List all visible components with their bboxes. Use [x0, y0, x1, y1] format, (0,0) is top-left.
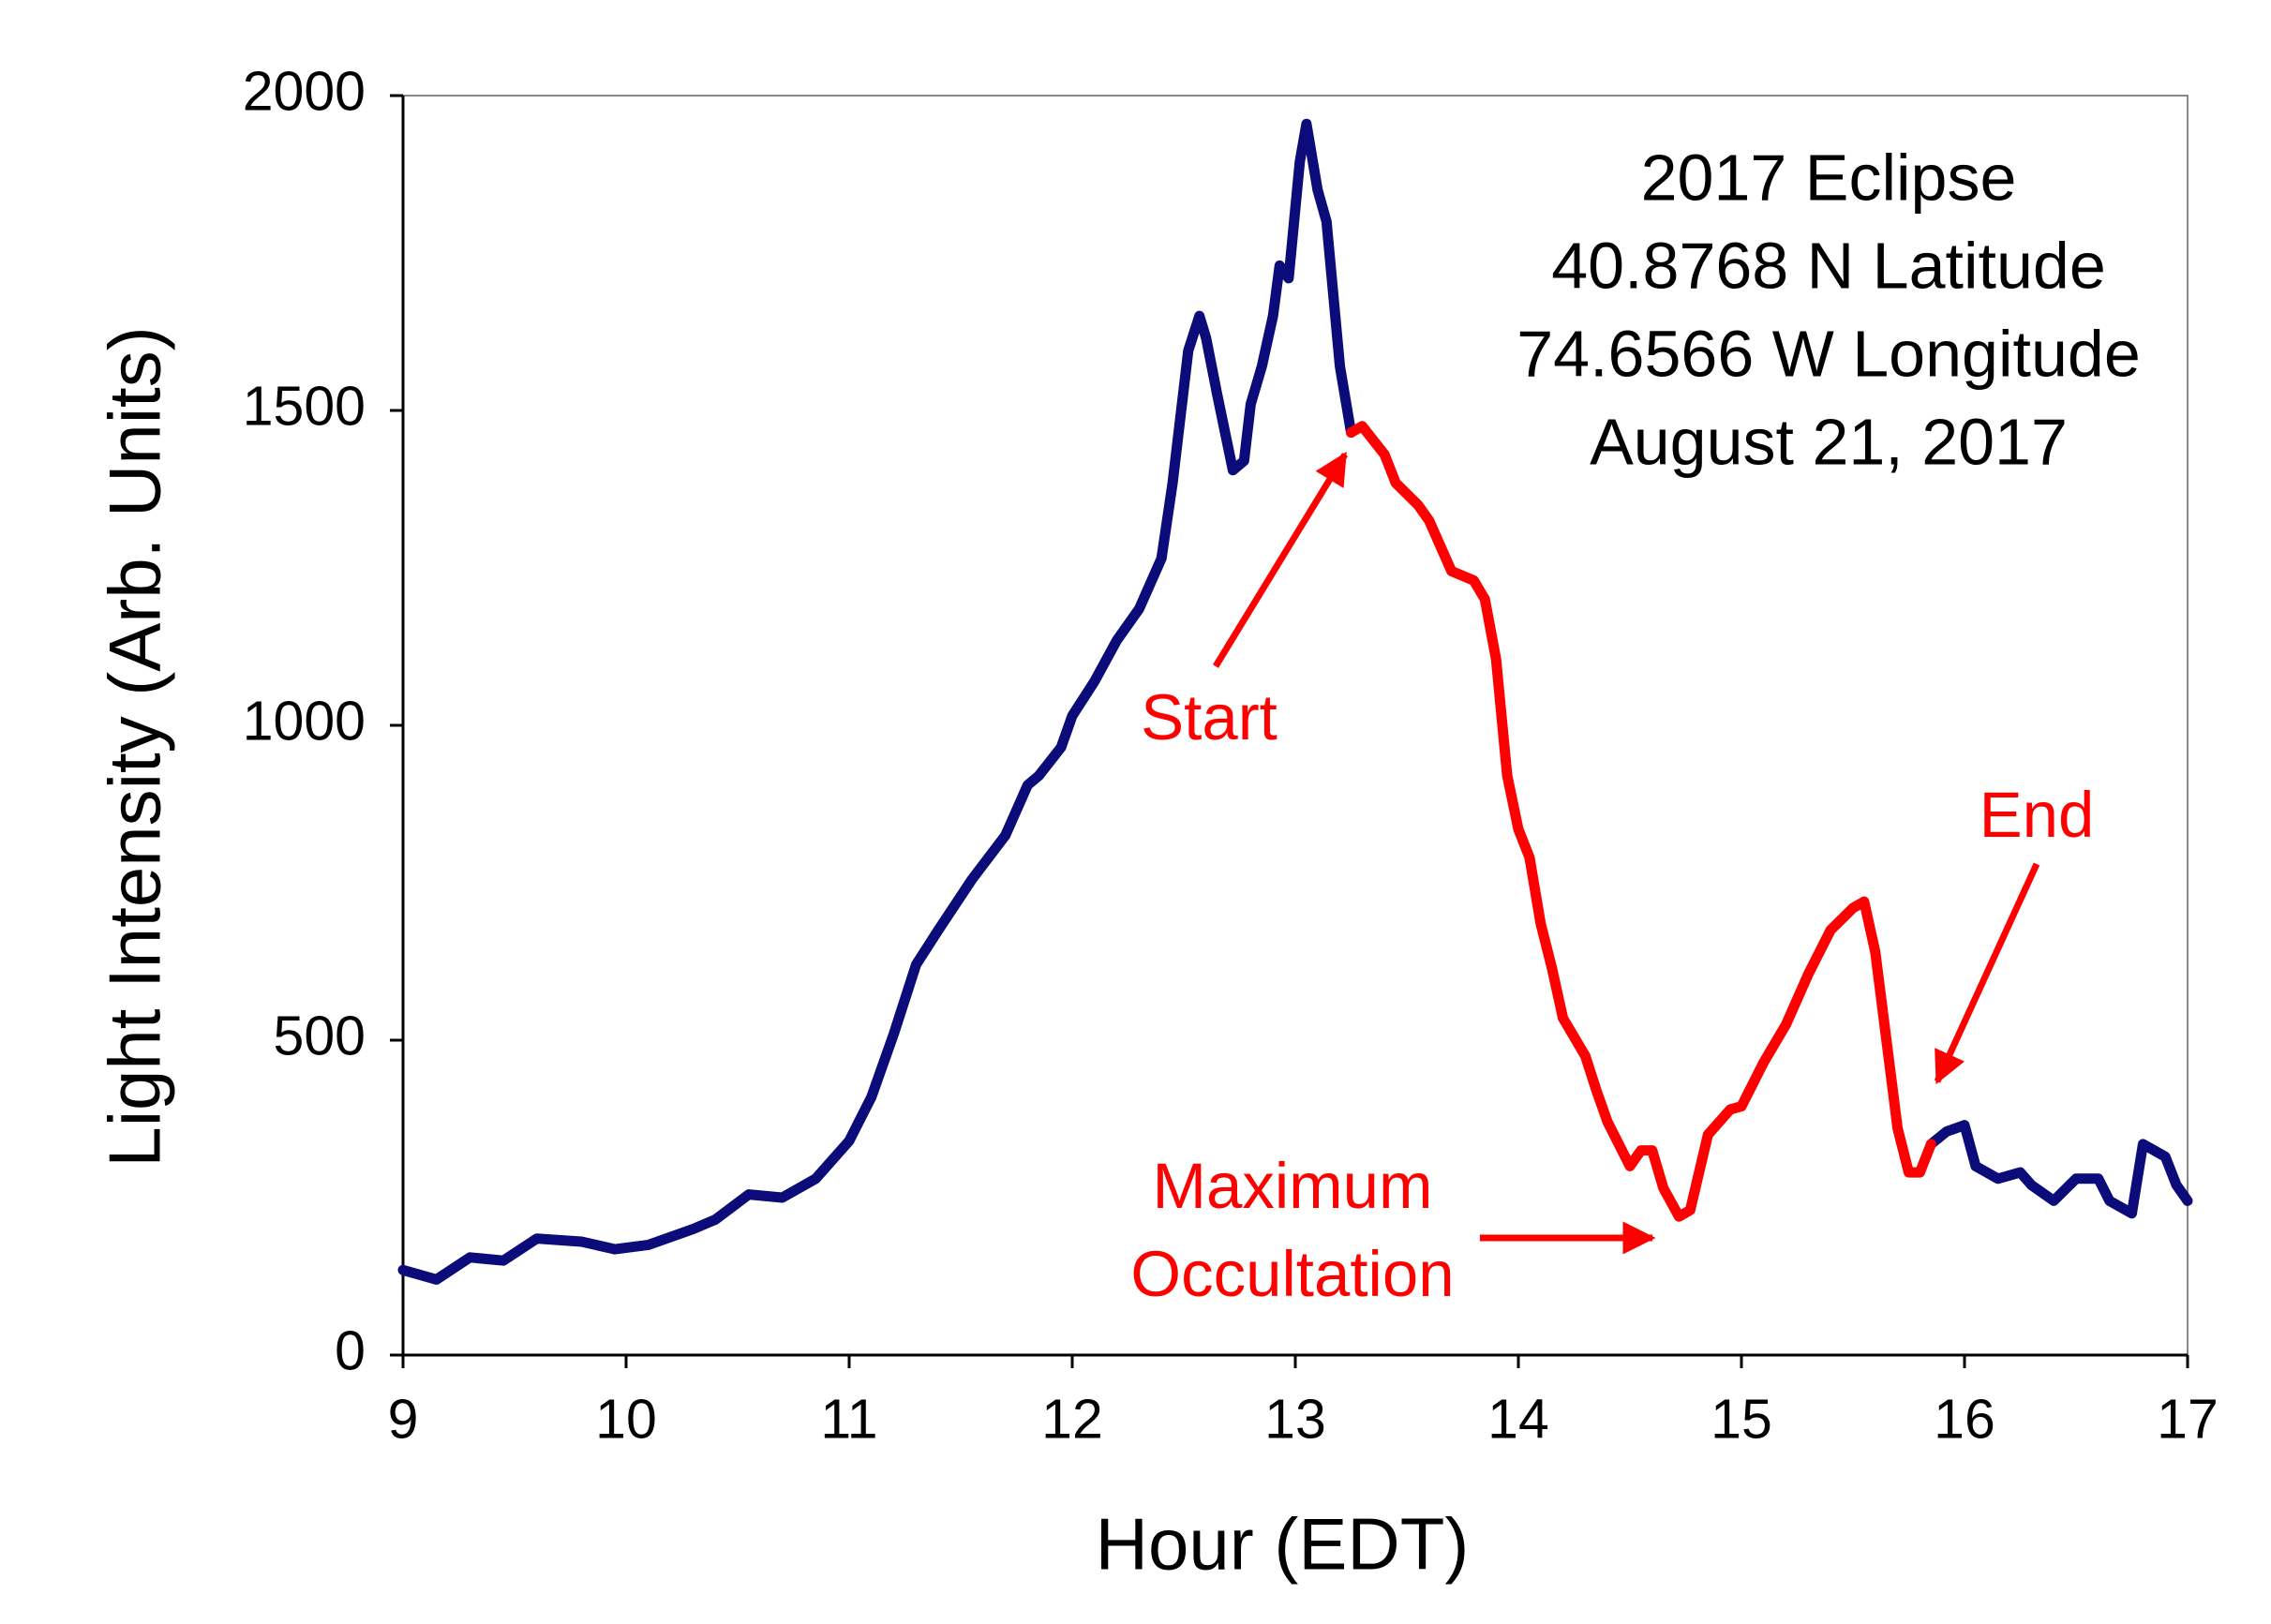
- data-line: [397, 118, 2193, 1285]
- y-axis-label: Light Intensity (Arb. Units): [94, 326, 176, 1167]
- x-tick-label: 9: [388, 1389, 419, 1451]
- annotation: Start: [1141, 681, 1277, 753]
- info-text: 74.6566 W Longitude: [1516, 317, 2141, 390]
- x-tick-label: 11: [820, 1389, 877, 1451]
- y-tick-label: 0: [335, 1320, 366, 1382]
- annotation-arrow: [1934, 862, 2040, 1085]
- y-tick-label: 500: [274, 1006, 366, 1067]
- x-tick-label: 16: [1934, 1389, 1995, 1451]
- y-tick-label: 1500: [243, 376, 366, 438]
- annotation: Occultation: [1130, 1238, 1454, 1310]
- info-text: August 21, 2017: [1590, 405, 2068, 478]
- x-tick-label: 14: [1487, 1389, 1549, 1451]
- x-tick-label: 12: [1041, 1389, 1103, 1451]
- x-tick-label: 10: [595, 1389, 657, 1451]
- annotation-arrow: [1213, 452, 1348, 668]
- annotation: End: [1980, 779, 2095, 851]
- x-tick-label: 13: [1264, 1389, 1326, 1451]
- info-text: 40.8768 N Latitude: [1551, 229, 2106, 302]
- y-tick-label: 2000: [243, 61, 366, 123]
- annotation: Maximum: [1152, 1150, 1432, 1222]
- y-tick-label: 1000: [243, 691, 366, 752]
- x-tick-label: 17: [2157, 1389, 2219, 1451]
- x-axis-label: Hour (EDT): [1096, 1503, 1470, 1586]
- x-tick-label: 15: [1711, 1389, 1772, 1451]
- data-line: [1346, 421, 1936, 1222]
- info-text: 2017 Eclipse: [1641, 141, 2017, 214]
